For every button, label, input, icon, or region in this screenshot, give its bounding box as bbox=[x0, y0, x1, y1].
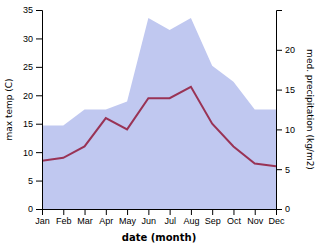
tick: 35 bbox=[23, 5, 42, 15]
tick-label: 20 bbox=[23, 91, 33, 101]
tick-mark bbox=[233, 209, 234, 215]
y-axis-title: max temp (C) bbox=[4, 78, 14, 140]
tick-mark bbox=[212, 209, 213, 215]
x-axis: Jan Feb Mar Apr May Jun Jul Aug Sep Oct Nov Dec bbox=[35, 209, 285, 226]
tick: 0 bbox=[276, 204, 290, 214]
tick-label: 5 bbox=[285, 165, 290, 175]
tick-mark bbox=[36, 181, 42, 182]
tick-mark bbox=[36, 10, 42, 11]
tick: Jun bbox=[142, 209, 157, 226]
axis-line bbox=[277, 11, 283, 210]
axis-line bbox=[43, 210, 277, 216]
tick-label: Feb bbox=[56, 216, 72, 226]
tick-label: 15 bbox=[285, 85, 295, 95]
axis-line bbox=[36, 11, 43, 210]
tick-mark bbox=[191, 209, 192, 215]
tick: 10 bbox=[276, 125, 295, 135]
tick-mark bbox=[276, 169, 282, 170]
x-axis-title: date (month) bbox=[122, 232, 196, 243]
tick-mark bbox=[276, 50, 282, 51]
tick-mark bbox=[36, 124, 42, 125]
tick-label: Dec bbox=[268, 216, 285, 226]
tick-label: 15 bbox=[23, 119, 33, 129]
tick-mark bbox=[36, 67, 42, 68]
tick-label: 0 bbox=[285, 204, 290, 214]
tick-label: Mar bbox=[77, 216, 93, 226]
tick-mark bbox=[170, 209, 171, 215]
tick-label: Oct bbox=[227, 216, 242, 226]
tick: Apr bbox=[99, 209, 113, 226]
tick: May bbox=[119, 209, 137, 226]
tick: 0 bbox=[28, 204, 42, 214]
tick: 30 bbox=[23, 34, 42, 44]
marks bbox=[42, 18, 276, 209]
tick-mark bbox=[36, 95, 42, 96]
tick: Nov bbox=[247, 209, 264, 226]
area bbox=[42, 18, 276, 209]
tick-label: Sep bbox=[205, 216, 221, 226]
tick-label: 10 bbox=[23, 148, 33, 158]
tick: Mar bbox=[77, 209, 93, 226]
tick-mark bbox=[36, 209, 42, 210]
tick-label: 0 bbox=[28, 204, 33, 214]
tick-label: Nov bbox=[247, 216, 264, 226]
tick-label: Jan bbox=[35, 216, 50, 226]
tick-label: 5 bbox=[28, 176, 33, 186]
y-axis: 0 5 10 15 20 25 30 35 bbox=[23, 5, 43, 214]
tick-mark bbox=[106, 209, 107, 215]
tick: Oct bbox=[227, 209, 242, 226]
tick-label: May bbox=[119, 216, 137, 226]
tick: 15 bbox=[276, 85, 295, 95]
tick-label: Jun bbox=[142, 216, 157, 226]
tick-label: 35 bbox=[23, 5, 33, 15]
tick-mark bbox=[276, 209, 282, 210]
chart: JanFebMarAprMayJunJulAugSepOctNovDec0510… bbox=[0, 0, 318, 247]
tick: Aug bbox=[183, 209, 199, 226]
tick: Sep bbox=[205, 209, 221, 226]
tick-mark bbox=[36, 152, 42, 153]
tick-mark bbox=[63, 209, 64, 215]
tick-label: Aug bbox=[183, 216, 199, 226]
tick: 15 bbox=[23, 119, 42, 129]
tick: 20 bbox=[23, 91, 42, 101]
tick: 25 bbox=[23, 62, 42, 72]
tick-mark bbox=[127, 209, 128, 215]
line bbox=[42, 87, 276, 167]
tick-mark bbox=[148, 209, 149, 215]
y2-axis: 0 5 10 15 20 bbox=[276, 11, 295, 215]
tick-label: Jul bbox=[164, 216, 176, 226]
tick-mark bbox=[276, 129, 282, 130]
tick-mark bbox=[255, 209, 256, 215]
tick-label: 25 bbox=[23, 62, 33, 72]
plot: JanFebMarAprMayJunJulAugSepOctNovDec0510… bbox=[4, 5, 315, 243]
tick: Jan bbox=[35, 209, 50, 226]
tick: 20 bbox=[276, 45, 295, 55]
tick-mark bbox=[276, 90, 282, 91]
tick-label: 10 bbox=[285, 125, 295, 135]
tick-label: 20 bbox=[285, 45, 295, 55]
tick: Jul bbox=[164, 209, 176, 226]
tick-label: 30 bbox=[23, 34, 33, 44]
tick: 5 bbox=[276, 165, 290, 175]
tick-mark bbox=[85, 209, 86, 215]
tick: Dec bbox=[268, 209, 285, 226]
y2-axis-title: med. precipitation (kg/m2) bbox=[305, 49, 315, 170]
tick-label: Apr bbox=[99, 216, 113, 226]
tick: Feb bbox=[56, 209, 72, 226]
tick-mark bbox=[36, 38, 42, 39]
tick: 10 bbox=[23, 148, 42, 158]
tick: 5 bbox=[28, 176, 42, 186]
